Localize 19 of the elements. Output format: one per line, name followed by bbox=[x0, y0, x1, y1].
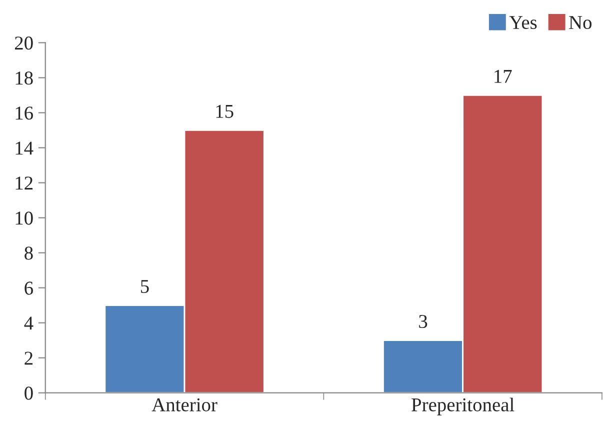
y-tick-label: 20 bbox=[14, 36, 33, 50]
x-tick-label: Anterior bbox=[152, 398, 218, 412]
y-tick-label: 16 bbox=[16, 106, 33, 120]
y-tick-label: 4 bbox=[24, 316, 34, 330]
x-tick-label: Preperitoneal bbox=[412, 398, 514, 416]
y-tick-label: 18 bbox=[16, 72, 33, 85]
y-tick-label: 10 bbox=[16, 212, 33, 225]
legend-label: Yes bbox=[509, 16, 537, 30]
data-label: 3 bbox=[419, 314, 428, 328]
y-tick-label: 6 bbox=[24, 282, 33, 295]
data-label: 5 bbox=[140, 280, 149, 294]
y-tick-label: 2 bbox=[24, 352, 32, 365]
y-tick-label: 14 bbox=[16, 142, 34, 154]
data-label: 15 bbox=[216, 104, 234, 118]
data-label: 17 bbox=[494, 70, 512, 83]
y-tick-label: 0 bbox=[24, 386, 33, 400]
y-tick-label: 8 bbox=[24, 246, 33, 260]
legend-label: No bbox=[569, 16, 592, 30]
y-tick-label: 12 bbox=[16, 176, 32, 190]
